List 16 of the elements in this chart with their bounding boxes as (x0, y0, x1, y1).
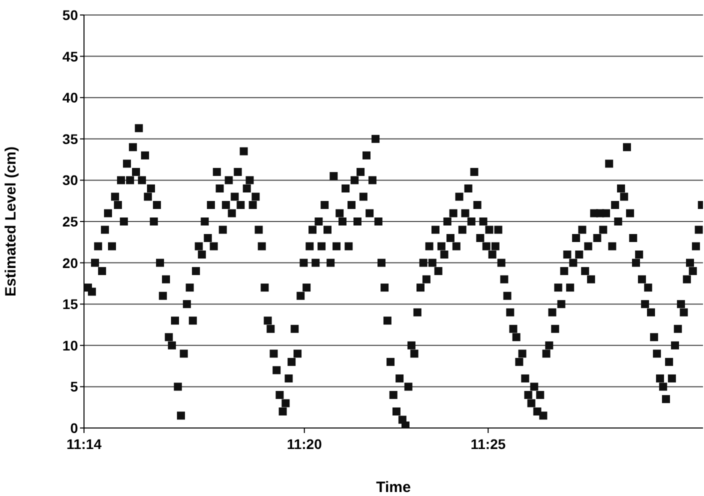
y-tick-label: 0 (70, 420, 78, 436)
y-tick-label: 10 (62, 337, 78, 354)
y-tick-label: 45 (62, 48, 78, 64)
y-tick-label: 20 (62, 254, 78, 271)
y-tick-label: 35 (62, 130, 78, 147)
y-tick-label: 25 (62, 213, 78, 230)
y-tick-label: 15 (62, 296, 78, 312)
x-axis-title: Time (376, 479, 411, 496)
x-tick-label: 11:25 (470, 436, 506, 452)
x-tick-label: 11:14 (66, 436, 102, 452)
y-tick-label: 40 (62, 90, 78, 106)
y-tick-label: 5 (70, 378, 78, 395)
y-tick-label: 50 (62, 6, 78, 23)
x-tick-label: 11:20 (286, 436, 322, 452)
y-axis-title: Estimated Level (cm) (2, 146, 20, 297)
y-tick-label: 30 (62, 172, 78, 188)
